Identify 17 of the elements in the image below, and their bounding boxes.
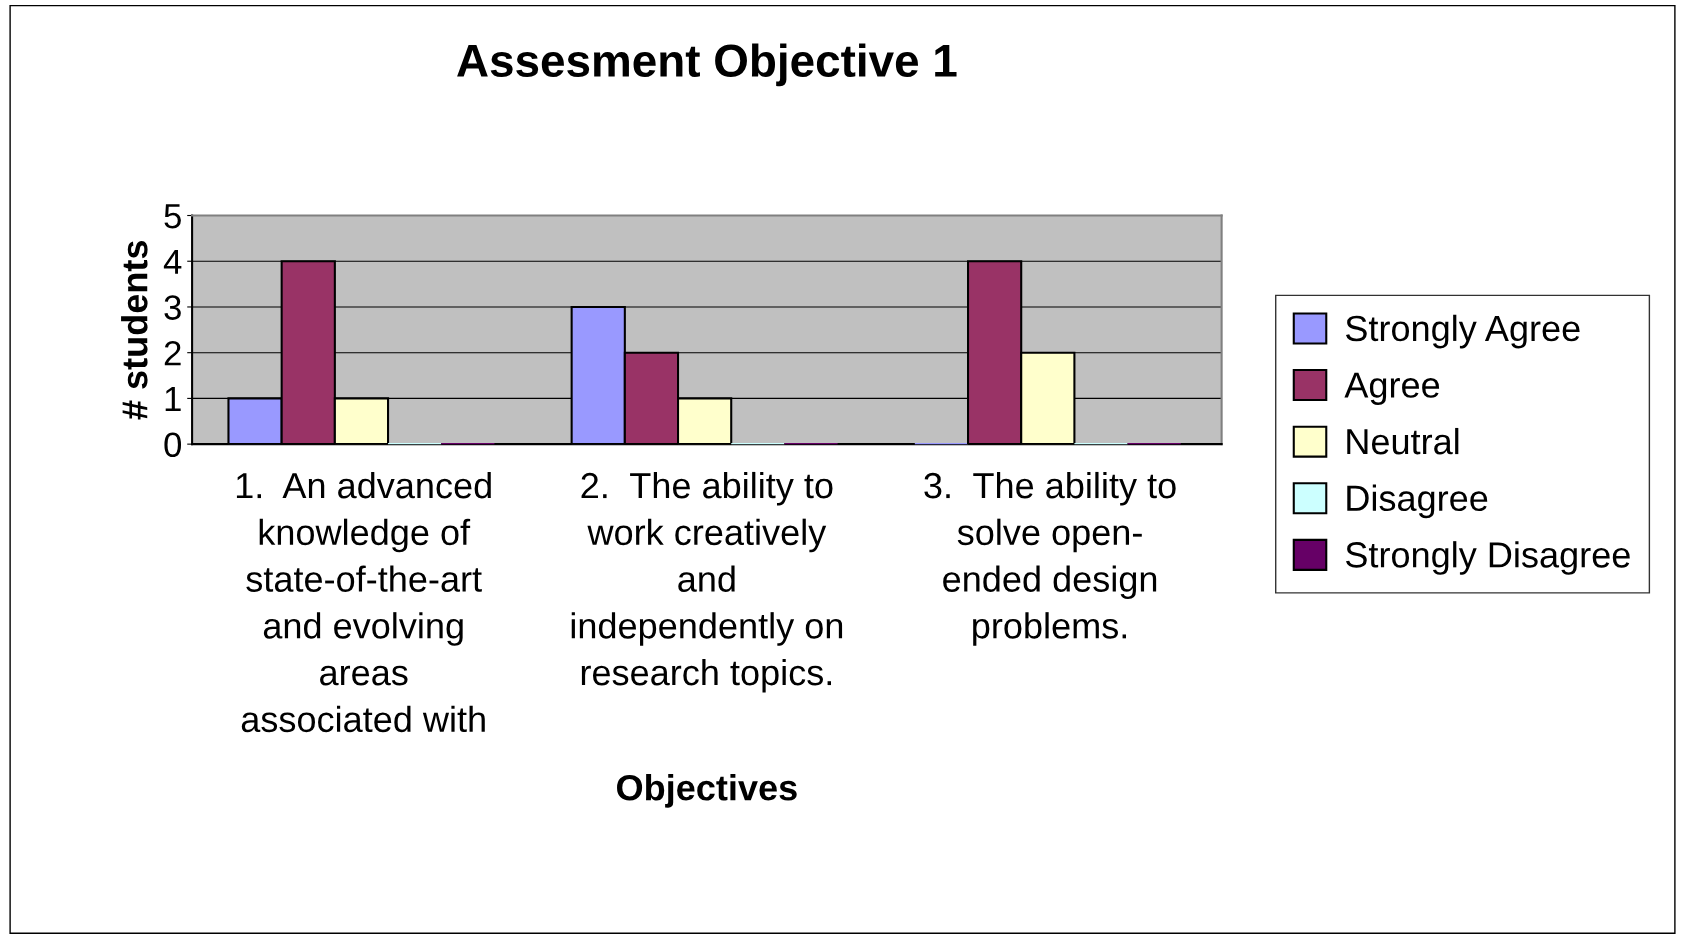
y-axis-title: # students	[121, 241, 148, 420]
chart-title: Assesment Objective 1	[457, 43, 957, 87]
x-tick-label: 3. The ability to solve open- ended design problems.	[924, 471, 1176, 646]
y-tick-label: 3	[164, 295, 181, 320]
legend-label: Agree	[1344, 372, 1440, 405]
legend-label: Neutral	[1347, 427, 1459, 455]
x-tick-label: 2. The ability to work creatively and independently on research topics.	[571, 471, 843, 693]
y-tick-label: 0	[164, 432, 182, 458]
legend-label: Strongly Agree	[1345, 314, 1580, 349]
y-tick-label: 1	[165, 387, 181, 411]
y-tick-label: 2	[164, 341, 181, 366]
x-tick-label: 1. An advanced knowledge of state-of-the-art and evolving areas associated with	[236, 471, 491, 733]
x-axis-title: Objectives	[617, 774, 797, 808]
y-tick-label: 5	[164, 204, 181, 229]
y-tick-label: 4	[163, 249, 182, 274]
legend-label: Strongly Disagree	[1345, 541, 1630, 575]
legend-label: Disagree	[1347, 484, 1488, 519]
